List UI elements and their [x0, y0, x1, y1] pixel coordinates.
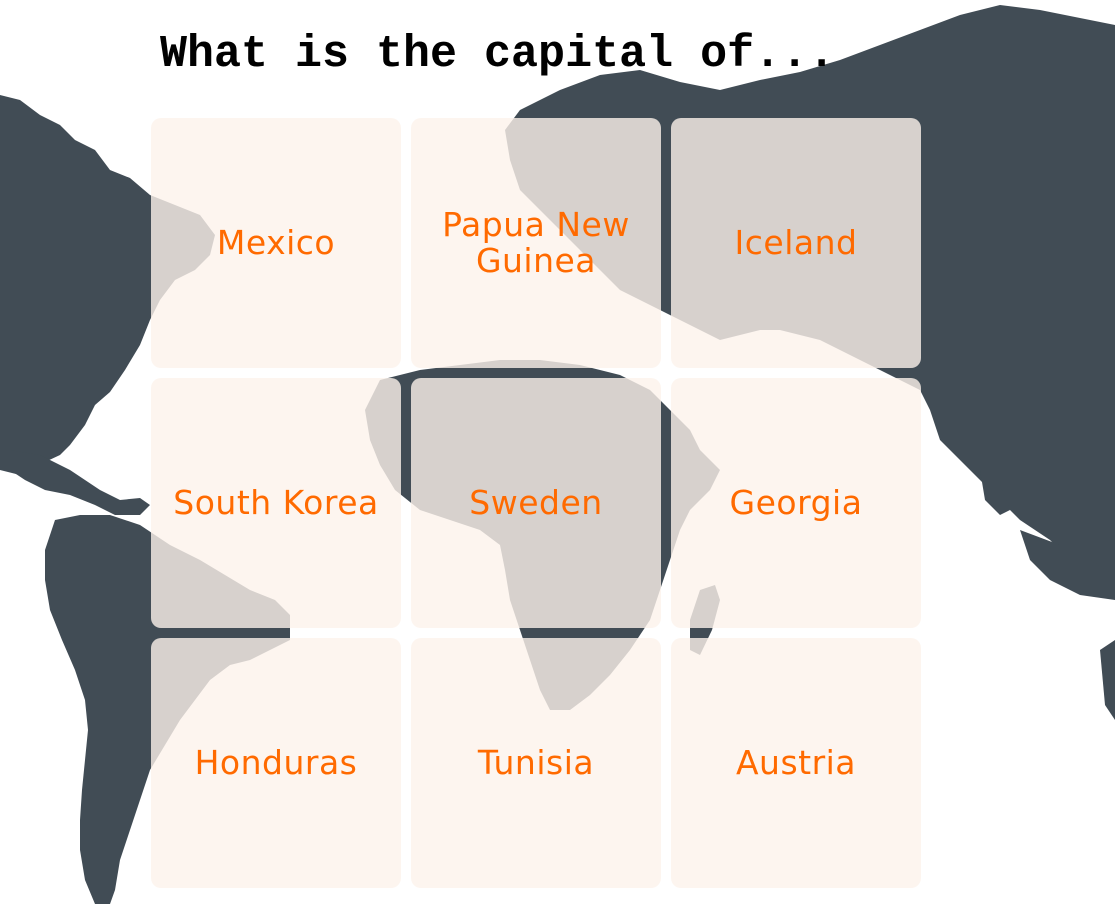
answer-label: Tunisia [478, 745, 594, 781]
answer-label: Georgia [730, 485, 863, 521]
answer-tile-tunisia[interactable]: Tunisia [411, 638, 661, 888]
answer-label: Mexico [217, 225, 335, 261]
answer-label: Austria [736, 745, 856, 781]
answer-label: Sweden [469, 485, 602, 521]
answer-grid: Mexico Papua New Guinea Iceland South Ko… [151, 118, 921, 888]
answer-label: South Korea [173, 485, 378, 521]
answer-tile-sweden[interactable]: Sweden [411, 378, 661, 628]
answer-tile-mexico[interactable]: Mexico [151, 118, 401, 368]
answer-tile-austria[interactable]: Austria [671, 638, 921, 888]
answer-label: Iceland [735, 225, 858, 261]
answer-tile-georgia[interactable]: Georgia [671, 378, 921, 628]
answer-tile-south-korea[interactable]: South Korea [151, 378, 401, 628]
answer-tile-iceland[interactable]: Iceland [671, 118, 921, 368]
australia-edge-landmass [1100, 640, 1115, 720]
caribbean-landmass [10, 450, 150, 515]
answer-tile-honduras[interactable]: Honduras [151, 638, 401, 888]
question-title: What is the capital of... [160, 28, 835, 82]
answer-tile-papua-new-guinea[interactable]: Papua New Guinea [411, 118, 661, 368]
answer-label: Honduras [195, 745, 358, 781]
answer-label: Papua New Guinea [413, 207, 659, 279]
